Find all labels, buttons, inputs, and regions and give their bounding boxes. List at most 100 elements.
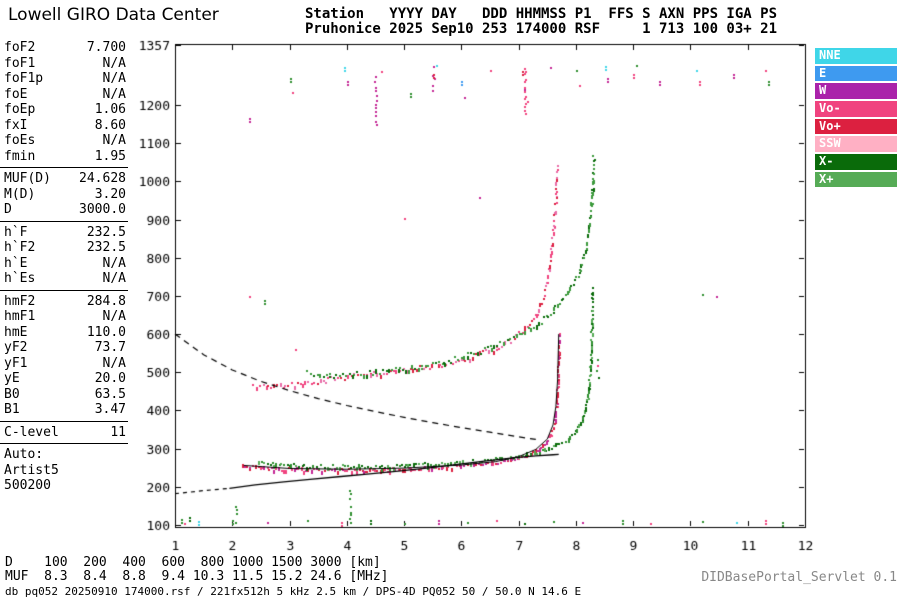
parameter-label: yF1 (4, 355, 28, 371)
parameter-row-B1: B1 3.47 (0, 402, 126, 418)
parameter-row-foE: foE N/A (0, 87, 126, 103)
parameter-value: N/A (102, 55, 126, 71)
parameter-value: N/A (102, 271, 126, 286)
parameter-row-Auto: Auto: (0, 447, 126, 463)
separator-line (0, 418, 130, 425)
distance-row: D 100 200 400 600 800 1000 1500 3000 [km… (5, 555, 381, 570)
parameter-label: foF1p (4, 71, 44, 86)
legend-item-E: E (815, 65, 897, 82)
parameter-value: N/A (102, 133, 126, 148)
parameter-label: foEs (4, 133, 36, 148)
parameter-row-foEp: foEp 1.06 (0, 102, 126, 118)
parameter-panel: foF2 7.700 foF1 N/A foF1p N/A foE N/A foEp 1.06 fx… (0, 40, 130, 494)
parameter-value: N/A (102, 309, 126, 324)
parameter-row-hE: h`E N/A (0, 256, 126, 272)
parameter-value: 110.0 (86, 324, 126, 340)
parameter-value: 3.20 (94, 186, 126, 202)
parameter-label: foF1 (4, 55, 36, 71)
parameter-row-yE: yE 20.0 (0, 371, 126, 387)
parameter-label: fmin (4, 148, 36, 164)
parameter-row-foEs: foEs N/A (0, 133, 126, 149)
separator-line (0, 440, 130, 447)
parameter-row-foF1p: foF1p N/A (0, 71, 126, 87)
station-header-line2: Pruhonice 2025 Sep10 253 174000 RSF 1 71… (305, 21, 778, 37)
parameter-row-fmin: fmin 1.95 (0, 149, 126, 165)
parameter-row-MD: M(D) 3.20 (0, 187, 126, 203)
parameter-value: N/A (102, 71, 126, 86)
servlet-version-label: DIDBasePortal_Servlet 0.1 (701, 570, 897, 585)
parameter-row-hF: h`F 232.5 (0, 225, 126, 241)
parameter-label: C-level (4, 424, 59, 440)
parameter-value: N/A (102, 86, 126, 102)
legend-item-Vo: Vo+ (815, 118, 897, 135)
parameter-label: M(D) (4, 186, 36, 202)
legend-item-X: X+ (815, 171, 897, 188)
parameter-label: yF2 (4, 340, 28, 355)
parameter-row-hEs: h`Es N/A (0, 271, 126, 287)
parameter-label: foE (4, 86, 28, 102)
parameter-value: 73.7 (94, 340, 126, 355)
parameter-value: N/A (102, 355, 126, 371)
parameter-label: h`F2 (4, 240, 36, 255)
parameter-label: fxI (4, 117, 28, 133)
parameter-label: 500200 (4, 478, 51, 493)
parameter-value: 284.8 (86, 293, 126, 309)
parameter-value: 63.5 (94, 386, 126, 402)
parameter-row-yF2: yF2 73.7 (0, 340, 126, 356)
parameter-label: Artist5 (4, 462, 59, 478)
parameter-row-hmE: hmE 110.0 (0, 325, 126, 341)
parameter-value: 1.95 (94, 148, 126, 164)
parameter-value: 232.5 (86, 240, 126, 255)
parameter-row-Artist5: Artist5 (0, 463, 126, 479)
legend-item-W: W (815, 83, 897, 99)
parameter-value: 232.5 (86, 224, 126, 240)
parameter-label: Auto: (4, 447, 44, 462)
legend-item-X: X- (815, 154, 897, 170)
parameter-label: yE (4, 371, 20, 386)
station-header: Station YYYY DAY DDD HHMMSS P1 FFS S AXN… (305, 7, 777, 37)
parameter-row-hmF1: hmF1 N/A (0, 309, 126, 325)
parameter-value: 3.47 (94, 402, 126, 417)
parameter-value: 11 (110, 424, 126, 440)
parameter-label: h`E (4, 255, 28, 271)
parameter-value: 3000.0 (79, 202, 126, 217)
parameter-row-foF1: foF1 N/A (0, 56, 126, 72)
parameter-row-D: D 3000.0 (0, 202, 126, 218)
parameter-row-yF1: yF1 N/A (0, 356, 126, 372)
separator-line (0, 164, 130, 171)
parameter-value: 7.700 (86, 40, 126, 55)
legend-item-NNE: NNE (815, 48, 897, 64)
parameter-value: N/A (102, 255, 126, 271)
parameter-label: foF2 (4, 40, 36, 55)
parameter-label: foEp (4, 102, 36, 117)
parameter-value: 8.60 (94, 117, 126, 133)
parameter-label: B0 (4, 386, 20, 402)
legend-item-Vo: Vo- (815, 101, 897, 117)
parameter-row-500200: 500200 (0, 478, 126, 494)
page-title: Lowell GIRO Data Center (8, 5, 219, 25)
parameter-value: 1.06 (94, 102, 126, 117)
muf-row: MUF 8.3 8.4 8.8 9.4 10.3 11.5 15.2 24.6 … (5, 569, 389, 584)
parameter-value: 20.0 (94, 371, 126, 386)
measurement-info: db pq052 20250910 174000.rsf / 221fx512h… (5, 585, 582, 598)
parameter-row-hF2: h`F2 232.5 (0, 240, 126, 256)
parameter-row-fxI: fxI 8.60 (0, 118, 126, 134)
parameter-label: h`F (4, 224, 28, 240)
parameter-row-B0: B0 63.5 (0, 387, 126, 403)
parameter-label: B1 (4, 402, 20, 417)
parameter-row-foF2: foF2 7.700 (0, 40, 126, 56)
parameter-value: 24.628 (79, 171, 126, 186)
echo-type-legend: NNE E W Vo- Vo+ SSW X- X+ (815, 48, 897, 190)
parameter-row-hmF2: hmF2 284.8 (0, 294, 126, 310)
parameter-label: hmF2 (4, 293, 36, 309)
parameter-row-Clevel: C-level 11 (0, 425, 126, 441)
parameter-label: MUF(D) (4, 171, 51, 186)
separator-line (0, 218, 130, 225)
parameter-label: h`Es (4, 271, 36, 286)
legend-item-SSW: SSW (815, 136, 897, 152)
parameter-label: hmE (4, 324, 28, 340)
parameter-label: hmF1 (4, 309, 36, 324)
parameter-row-MUFD: MUF(D) 24.628 (0, 171, 126, 187)
separator-line (0, 287, 130, 294)
